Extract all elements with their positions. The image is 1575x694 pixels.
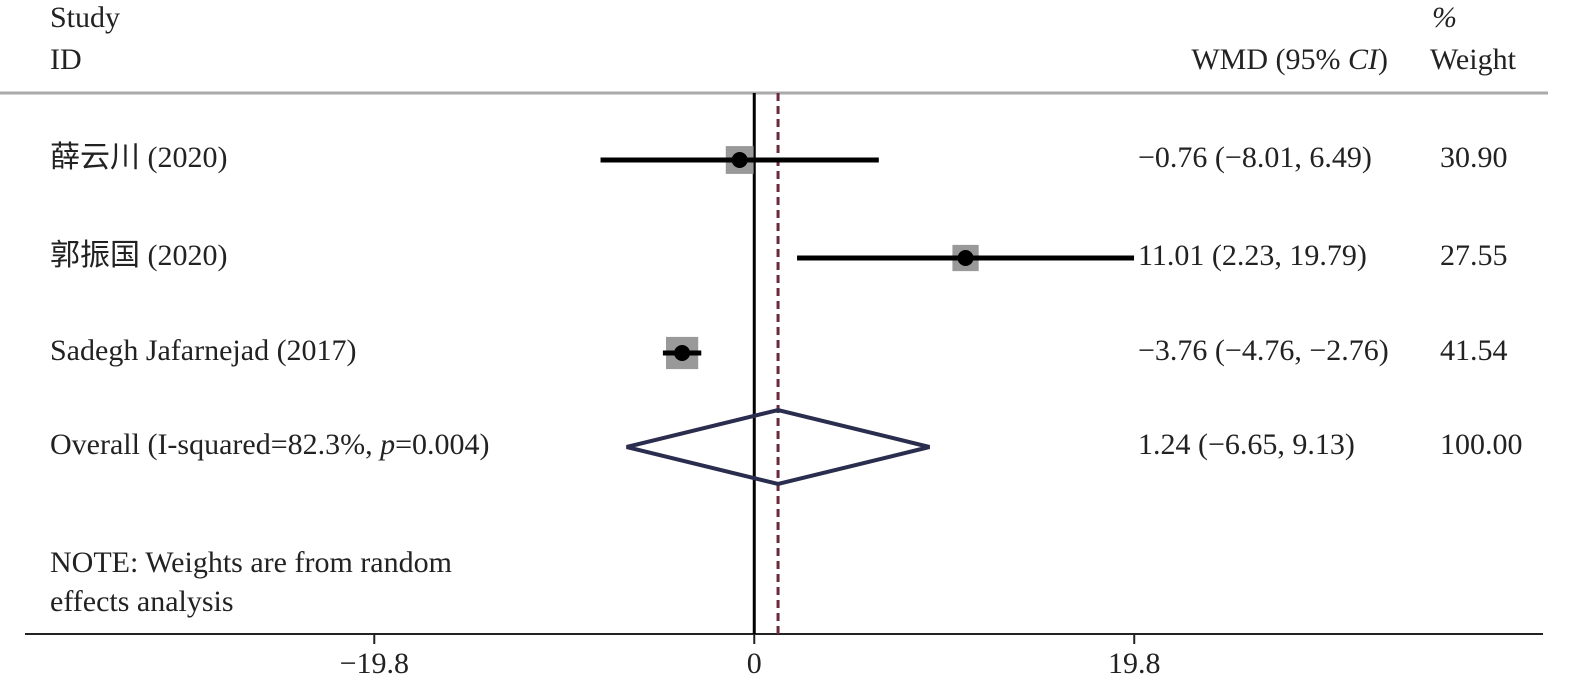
x-tick-label: −19.8 (340, 647, 409, 680)
study-name: 薛云川 (2020) (50, 141, 227, 174)
x-tick-label: 0 (747, 647, 762, 680)
header-effect-part: ) (1378, 43, 1388, 76)
header-id: ID (50, 43, 82, 76)
point (957, 250, 974, 266)
effect-label: −3.76 (−4.76, −2.76) (1138, 334, 1389, 367)
weight-label: 100.00 (1440, 428, 1523, 461)
header-pct: % (1432, 1, 1457, 34)
effect-label: −0.76 (−8.01, 6.49) (1138, 141, 1372, 174)
header-effect-part: CI (1348, 43, 1380, 76)
note: NOTE: Weights are from random (50, 546, 452, 579)
weight-label: 27.55 (1440, 239, 1508, 272)
weight-label: 41.54 (1440, 334, 1508, 367)
overall-label-part: =0.004) (395, 428, 489, 461)
overall-label: Overall (I-squared=82.3%, p=0.004) (50, 428, 490, 461)
header-effect-part: WMD (95% (1191, 43, 1348, 76)
effect-label: 11.01 (2.23, 19.79) (1138, 239, 1367, 272)
overall-label-part: Overall (I-squared=82.3%, (50, 428, 380, 461)
overall-diamond (626, 407, 930, 487)
header-effect: WMD (95% CI) (1191, 43, 1388, 76)
header-study: Study (50, 1, 120, 34)
study-name: 郭振国 (2020) (50, 239, 227, 272)
x-tick-label: 19.8 (1108, 647, 1161, 680)
point (674, 345, 691, 361)
effect-label: 1.24 (−6.65, 9.13) (1138, 428, 1355, 461)
study-name: Sadegh Jafarnejad (2017) (50, 334, 357, 367)
point (731, 152, 748, 168)
note: effects analysis (50, 585, 234, 618)
overall-label-part: p (378, 428, 395, 461)
weight-label: 30.90 (1440, 141, 1508, 174)
header-weight: Weight (1430, 43, 1517, 76)
